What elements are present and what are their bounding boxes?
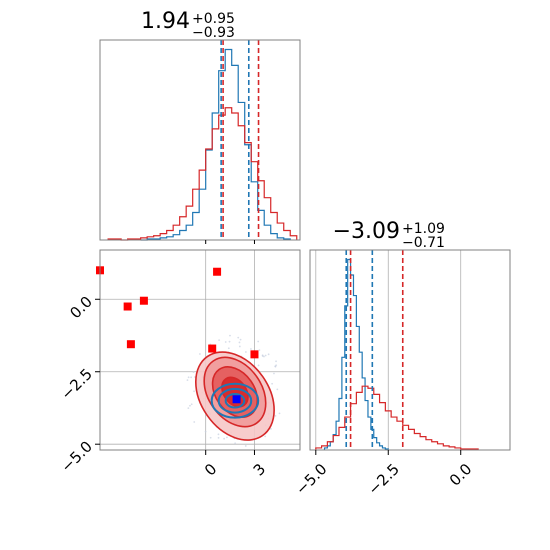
scatter-point xyxy=(226,436,228,439)
blue-contour-2 xyxy=(224,392,246,409)
scatter-point xyxy=(193,390,195,393)
hist-top-series-1 xyxy=(107,107,298,241)
scatter-point xyxy=(234,442,237,445)
blue-contour-0 xyxy=(210,382,260,419)
marker-square xyxy=(213,267,222,276)
hist-right-xtick-label: 0.0 xyxy=(446,460,476,490)
scatter-point xyxy=(244,445,247,447)
title-top-plus: +0.95 xyxy=(192,11,235,27)
scatter-point xyxy=(190,376,193,379)
title-right-plus: +1.09 xyxy=(402,221,445,237)
scatter-point xyxy=(229,334,231,337)
scatter-point xyxy=(239,338,242,341)
title-right-minus: −0.71 xyxy=(402,235,445,251)
scatter-point xyxy=(224,341,227,343)
hist-right-xtick-label: −5.0 xyxy=(292,460,330,498)
scatter-point xyxy=(217,433,220,436)
scatter-point xyxy=(186,379,189,382)
contour-ytick-label: 0.0 xyxy=(66,293,96,323)
hist-top-frame xyxy=(99,39,301,241)
contour-xtick-label: 0 xyxy=(201,460,220,479)
marker-square xyxy=(232,395,241,404)
scatter-point xyxy=(223,437,226,440)
scatter-point xyxy=(267,353,270,356)
marker-square xyxy=(126,340,135,349)
scatter-point xyxy=(190,403,193,406)
scatter-point xyxy=(274,365,277,368)
scatter-point xyxy=(274,414,277,417)
scatter-point xyxy=(257,340,260,343)
scatter-point xyxy=(217,436,220,439)
hist-right xyxy=(309,249,511,451)
title-top-minus: −0.93 xyxy=(192,25,235,41)
scatter-point xyxy=(187,407,190,410)
scatter-point xyxy=(209,436,212,439)
contour-ytick-label: −2.5 xyxy=(58,365,96,403)
title-top: 1.94 +0.95−0.93 xyxy=(141,9,235,41)
scatter-point xyxy=(218,339,221,342)
scatter-point xyxy=(276,388,279,391)
scatter-point xyxy=(273,372,275,375)
hist-right-xtick-label: −2.5 xyxy=(365,460,403,498)
scatter-point xyxy=(192,371,195,374)
title-right-median: −3.09 xyxy=(333,219,400,244)
scatter-point xyxy=(193,421,196,423)
scatter-point xyxy=(204,430,207,433)
contour-frame xyxy=(99,249,301,451)
marker-square xyxy=(208,344,217,353)
hist-right-frame xyxy=(309,249,511,451)
contour-xtick-label: 3 xyxy=(250,460,269,479)
title-top-median: 1.94 xyxy=(141,9,190,34)
hist-right-series-0 xyxy=(323,258,389,450)
scatter-point xyxy=(189,404,191,407)
scatter-point xyxy=(199,353,201,355)
contour-ytick-label: −5.0 xyxy=(58,437,96,475)
scatter-point xyxy=(257,364,260,367)
hist-top xyxy=(99,39,301,241)
contour-panel xyxy=(96,249,301,451)
scatter-point xyxy=(187,376,190,379)
scatter-point xyxy=(270,427,272,430)
title-right: −3.09 +1.09−0.71 xyxy=(333,219,445,251)
scatter-point xyxy=(244,351,247,353)
marker-square xyxy=(123,302,132,311)
scatter-point xyxy=(271,382,274,385)
marker-square xyxy=(250,350,259,359)
scatter-point xyxy=(275,360,277,363)
scatter-point xyxy=(238,341,241,344)
hist-right-series-1 xyxy=(315,385,479,450)
marker-square xyxy=(139,296,148,305)
scatter-point xyxy=(237,336,240,339)
scatter-point xyxy=(258,349,261,352)
scatter-point xyxy=(264,435,267,438)
scatter-point xyxy=(228,340,231,343)
scatter-point xyxy=(250,348,252,350)
blue-contour-1 xyxy=(217,387,253,414)
scatter-point xyxy=(238,345,241,348)
scatter-point xyxy=(227,347,230,350)
scatter-point xyxy=(264,354,267,357)
hist-top-series-0 xyxy=(140,48,291,241)
scatter-point xyxy=(275,364,278,367)
scatter-point xyxy=(278,412,281,415)
scatter-point xyxy=(261,355,264,357)
